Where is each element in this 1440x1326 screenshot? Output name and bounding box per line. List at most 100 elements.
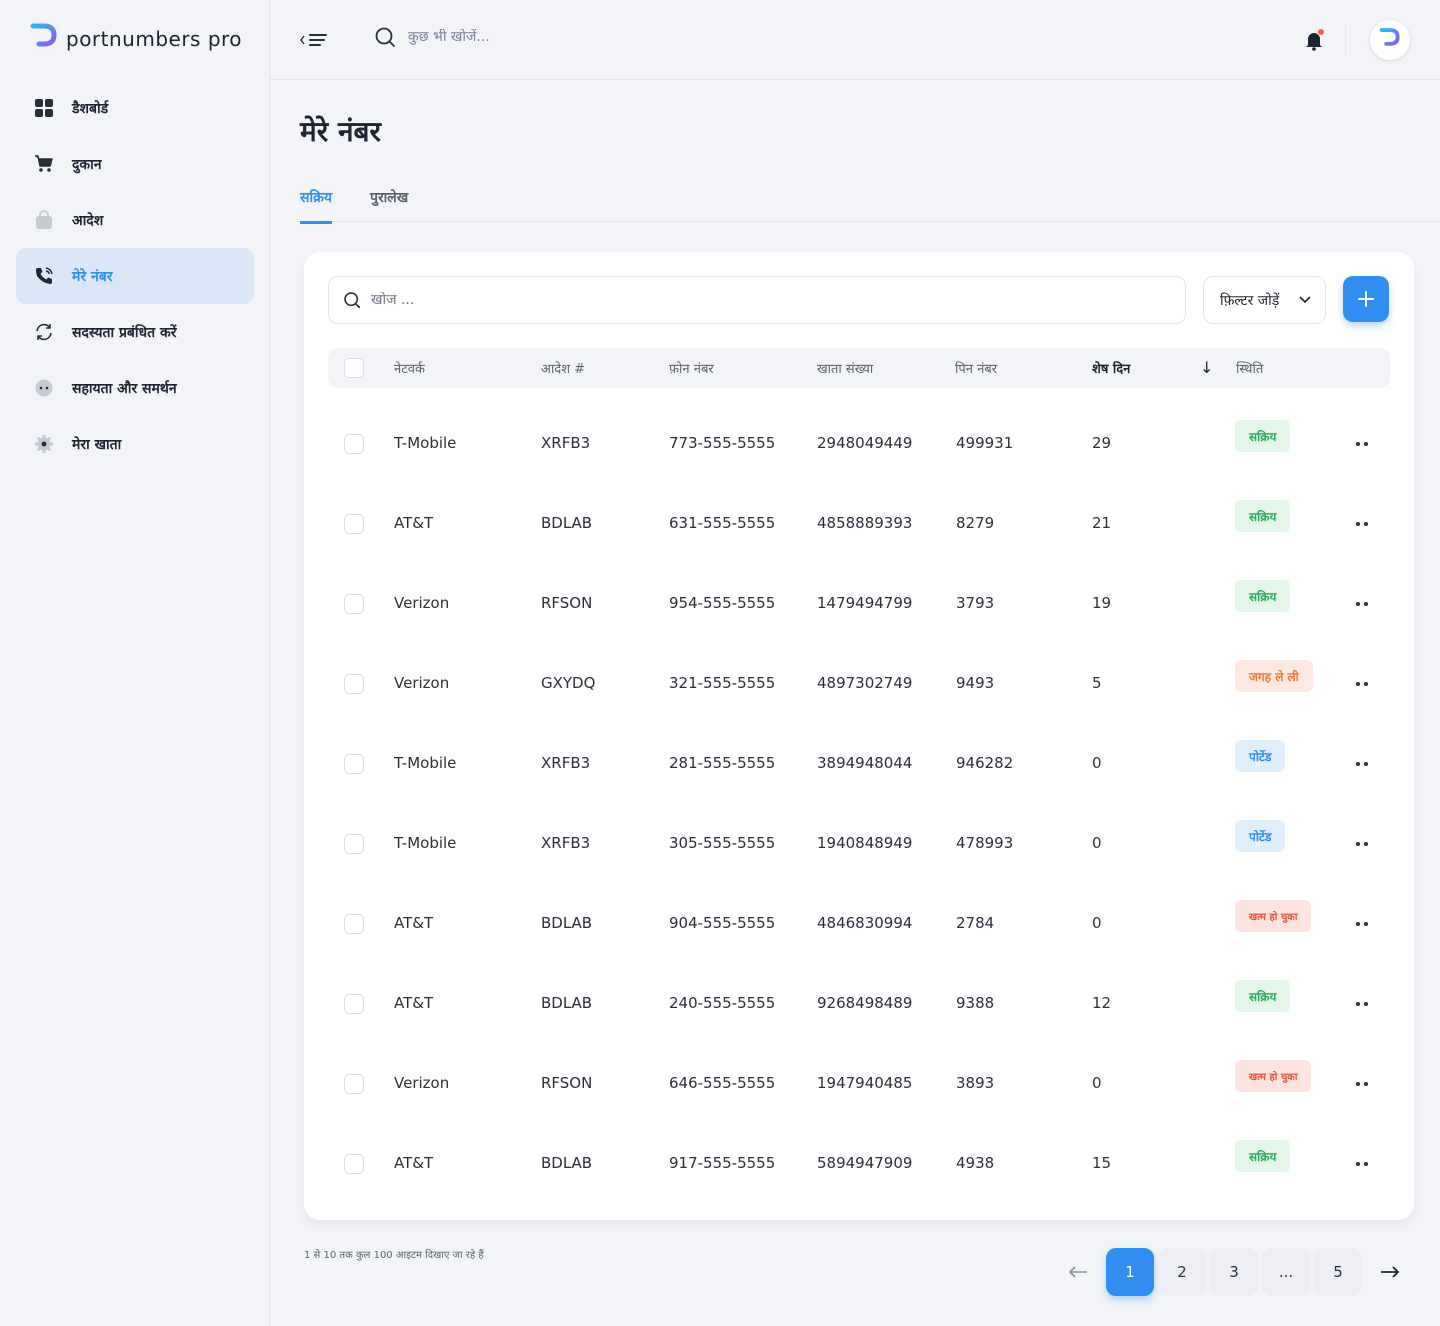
row-actions-button[interactable] [1352, 1074, 1372, 1094]
next-page-button[interactable] [1376, 1258, 1404, 1286]
row-actions-button[interactable] [1352, 834, 1372, 854]
table-row[interactable]: T-Mobile XRFB3 281-555-5555 3894948044 94628… [328, 724, 1390, 804]
sidebar-item-shop[interactable]: दुकान [16, 136, 254, 192]
collapse-sidebar-button[interactable] [298, 28, 330, 52]
table-row[interactable]: AT&T BDLAB 917-555-5555 5894947909 4938 15 सक्… [328, 1124, 1390, 1204]
cell-pin: 3793 [956, 594, 995, 612]
sidebar-item-my-numbers[interactable]: मेरे नंबर [16, 248, 254, 304]
table-row[interactable]: T-Mobile XRFB3 773-555-5555 2948049449 49993… [328, 404, 1390, 484]
row-checkbox[interactable] [344, 754, 364, 774]
row-actions-button[interactable] [1352, 994, 1372, 1014]
row-checkbox[interactable] [344, 834, 364, 854]
cell-account: 5894947909 [817, 1154, 913, 1172]
gear-icon [34, 434, 54, 454]
row-checkbox[interactable] [344, 434, 364, 454]
dot-icon [1364, 762, 1368, 766]
avatar[interactable] [1370, 20, 1410, 60]
cell-network: AT&T [394, 514, 434, 532]
sidebar-item-orders[interactable]: आदेश [16, 192, 254, 248]
table-row[interactable]: Verizon RFSON 954-555-5555 1479494799 3793 19… [328, 564, 1390, 644]
sidebar-item-label: आदेश [72, 212, 104, 229]
page-button[interactable]: 2 [1158, 1248, 1206, 1296]
select-all-checkbox[interactable] [344, 358, 364, 378]
row-checkbox[interactable] [344, 674, 364, 694]
table-row[interactable]: AT&T BDLAB 240-555-5555 9268498489 9388 12 सक्… [328, 964, 1390, 1044]
dot-icon [1364, 842, 1368, 846]
row-checkbox[interactable] [344, 594, 364, 614]
table-row[interactable]: AT&T BDLAB 631-555-5555 4858889393 8279 21 सक्… [328, 484, 1390, 564]
row-actions-button[interactable] [1352, 434, 1372, 454]
cell-pin: 9493 [956, 674, 995, 692]
add-filter-button[interactable]: फ़िल्टर जोड़ें [1203, 276, 1326, 324]
search-icon [375, 27, 395, 47]
column-header-status[interactable]: स्थिति [1236, 362, 1264, 377]
cell-phone: 954-555-5555 [669, 594, 776, 612]
page-button[interactable]: 1 [1106, 1248, 1154, 1296]
tab-active[interactable]: सक्रिय [300, 188, 332, 224]
row-actions-button[interactable] [1352, 514, 1372, 534]
status-badge: पोर्टेड [1235, 820, 1286, 852]
pagination-ellipsis: ... [1262, 1248, 1310, 1296]
cell-days: 21 [1092, 514, 1112, 532]
row-actions-button[interactable] [1352, 754, 1372, 774]
dot-icon [1364, 1162, 1368, 1166]
brand-logo[interactable]: portnumbers pro [30, 22, 242, 56]
sort-arrow-down-icon[interactable]: ↓ [1200, 358, 1214, 377]
cell-days: 0 [1092, 914, 1102, 932]
table-row[interactable]: T-Mobile XRFB3 305-555-5555 1940848949 47899… [328, 804, 1390, 884]
cell-network: T-Mobile [394, 754, 457, 772]
status-badge: सक्रिय [1235, 580, 1291, 612]
cell-days: 19 [1092, 594, 1112, 612]
sidebar-item-subscription[interactable]: सदस्यता प्रबंधित करें [16, 304, 254, 360]
page-button[interactable]: 3 [1210, 1248, 1258, 1296]
column-header-account[interactable]: खाता संख्या [817, 362, 874, 377]
row-checkbox[interactable] [344, 914, 364, 934]
dot-icon [1356, 1162, 1360, 1166]
sidebar-item-account[interactable]: मेरा खाता [16, 416, 254, 472]
cell-days: 15 [1092, 1154, 1112, 1172]
avatar-logo-icon [1379, 27, 1400, 53]
cell-phone: 904-555-5555 [669, 914, 776, 932]
notifications-button[interactable] [1302, 28, 1326, 52]
add-number-button[interactable] [1343, 276, 1389, 322]
row-actions-button[interactable] [1352, 914, 1372, 934]
table-row[interactable]: Verizon RFSON 646-555-5555 1947940485 3893 0 ख… [328, 1044, 1390, 1124]
status-badge: खत्म हो चुका [1235, 1060, 1312, 1092]
table-row[interactable]: AT&T BDLAB 904-555-5555 4846830994 2784 0 खत्म… [328, 884, 1390, 964]
column-header-phone[interactable]: फ़ोन नंबर [669, 362, 714, 377]
column-header-network[interactable]: नेटवर्क [394, 362, 425, 377]
cell-account: 2948049449 [817, 434, 913, 452]
cell-account: 1947940485 [817, 1074, 913, 1092]
cell-order: BDLAB [541, 1154, 593, 1172]
cell-days: 0 [1092, 834, 1102, 852]
row-checkbox[interactable] [344, 994, 364, 1014]
prev-page-button[interactable] [1064, 1258, 1092, 1286]
row-actions-button[interactable] [1352, 594, 1372, 614]
row-checkbox[interactable] [344, 1154, 364, 1174]
row-actions-button[interactable] [1352, 1154, 1372, 1174]
page-title: मेरे नंबर [300, 115, 381, 148]
cell-order: RFSON [541, 594, 593, 612]
column-header-days[interactable]: शेष दिन [1092, 362, 1131, 377]
cell-account: 3894948044 [817, 754, 913, 772]
cell-pin: 499931 [956, 434, 1014, 452]
chevron-down-icon [1299, 296, 1311, 304]
row-checkbox[interactable] [344, 1074, 364, 1094]
logo-icon [30, 22, 57, 56]
global-search-input[interactable] [408, 29, 708, 45]
topbar-divider [1345, 24, 1346, 56]
column-header-pin[interactable]: पिन नंबर [955, 362, 998, 377]
dot-icon [1356, 922, 1360, 926]
table-search-input[interactable] [371, 292, 1151, 308]
tab-archive[interactable]: पुरालेख [370, 190, 409, 206]
sidebar-item-label: मेरे नंबर [72, 268, 113, 285]
row-actions-button[interactable] [1352, 674, 1372, 694]
sidebar-item-dashboard[interactable]: डैशबोर्ड [16, 80, 254, 136]
dot-icon [1356, 682, 1360, 686]
column-header-order[interactable]: आदेश # [541, 362, 586, 377]
row-checkbox[interactable] [344, 514, 364, 534]
page-button[interactable]: 5 [1314, 1248, 1362, 1296]
table-row[interactable]: Verizon GXYDQ 321-555-5555 4897302749 9493 5 ज… [328, 644, 1390, 724]
cell-account: 1940848949 [817, 834, 913, 852]
sidebar-item-support[interactable]: सहायता और समर्थन [16, 360, 254, 416]
